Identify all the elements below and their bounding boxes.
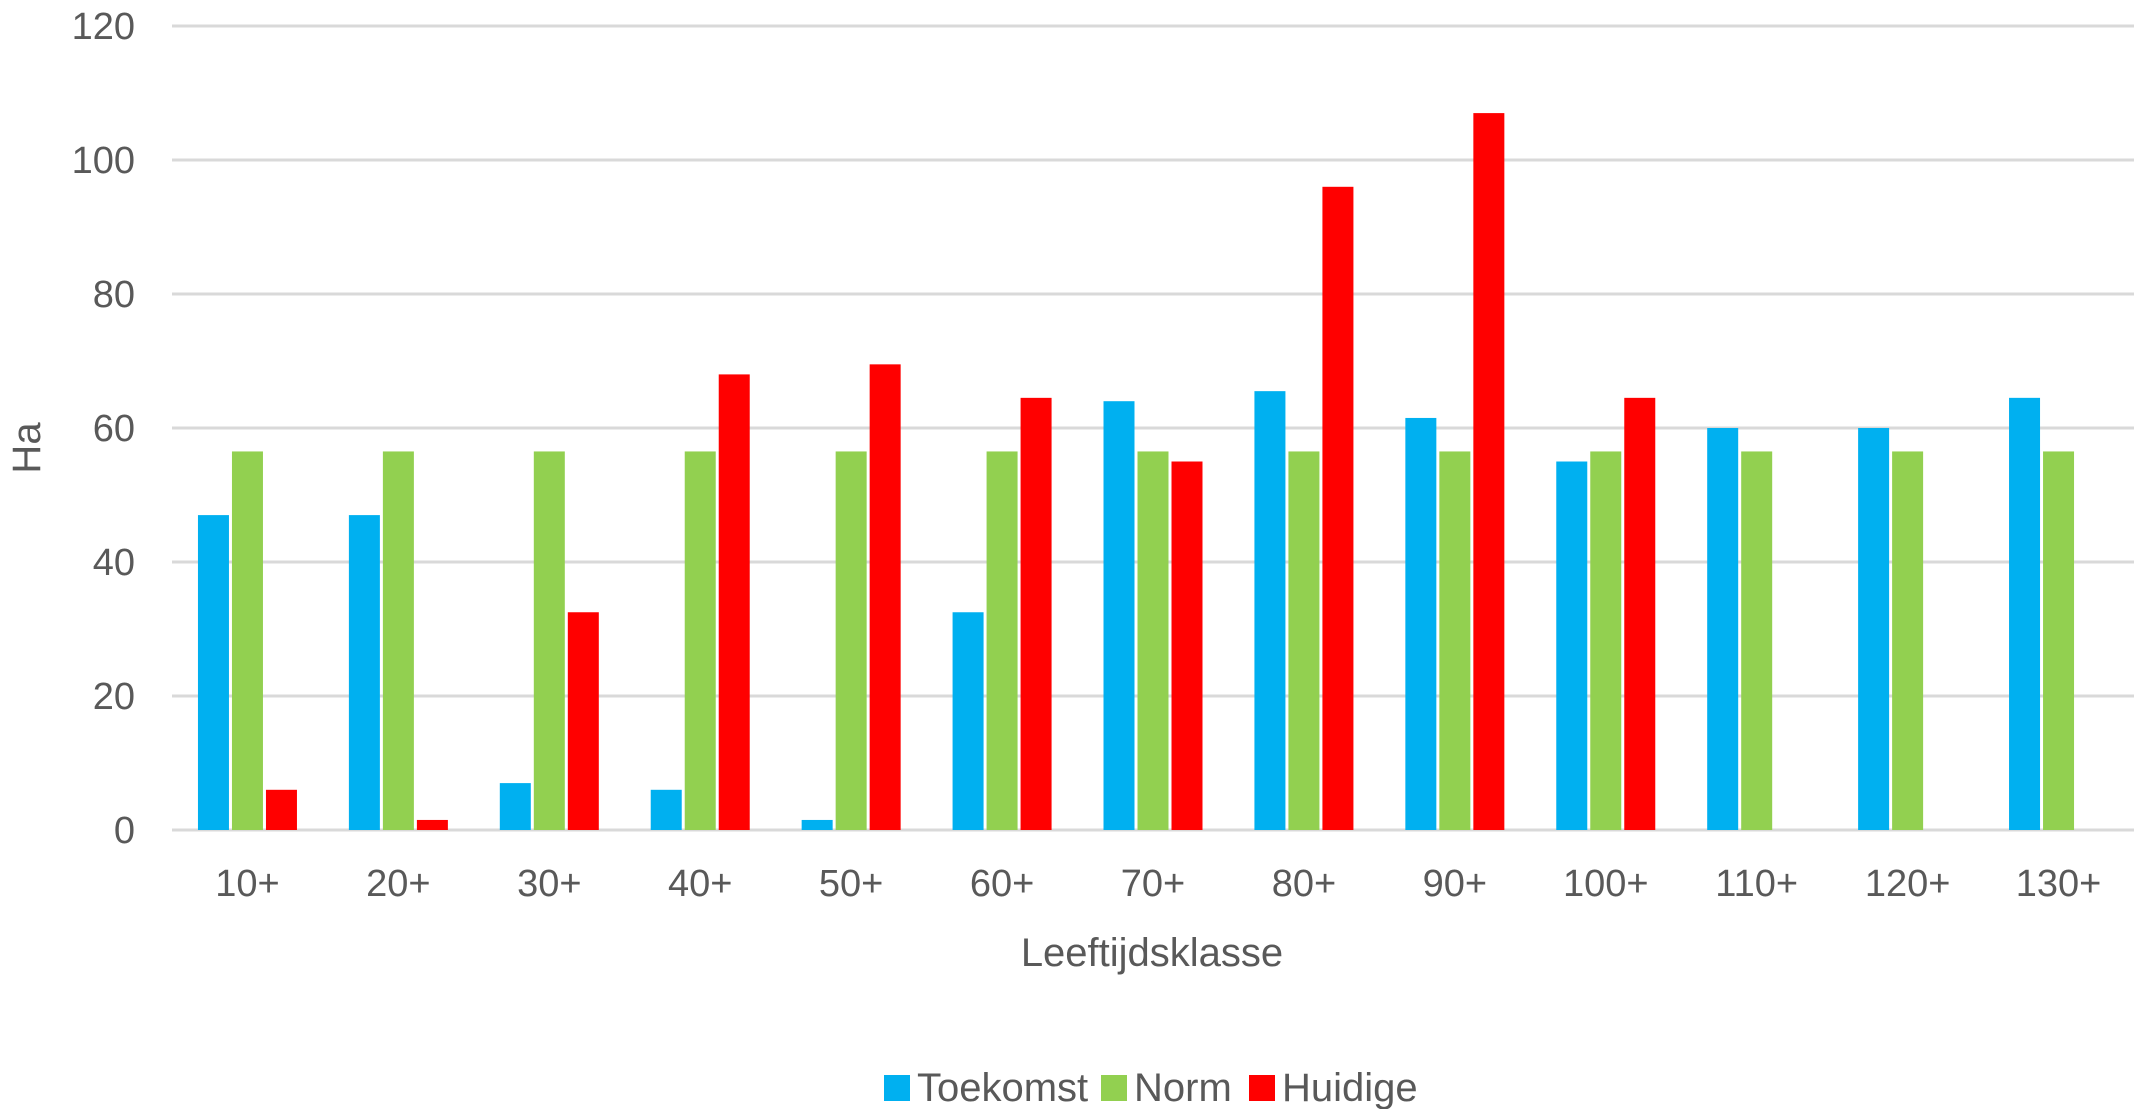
bar-huidige-50plus [869,364,901,830]
legend[interactable]: Toekomst Norm Huidige [884,1066,1418,1110]
bar-norm-20plus [382,451,414,830]
bar-huidige-30plus [567,612,599,830]
y-axis-title: Ha [5,422,49,474]
bar-norm-90plus [1439,451,1471,830]
bar-norm-50plus [835,451,867,830]
bar-toekomst-30plus [499,783,531,830]
x-tick-label: 10+ [215,863,279,905]
x-tick-label: 50+ [819,863,883,905]
y-tick-label: 0 [114,810,135,852]
legend-swatch [1249,1075,1275,1101]
bar-huidige-90plus [1473,113,1505,831]
bar-norm-130plus [2043,451,2075,830]
x-tick-label: 30+ [517,863,581,905]
legend-item-norm[interactable]: Norm [1101,1066,1232,1110]
x-tick-label: 40+ [668,863,732,905]
bar-norm-40plus [684,451,716,830]
x-axis-title: Leeftijdsklasse [1021,931,1283,975]
bar-huidige-20plus [416,819,448,830]
legend-item-huidige[interactable]: Huidige [1249,1066,1418,1110]
y-tick-label: 60 [93,408,135,450]
bar-toekomst-90plus [1405,417,1437,830]
bar-huidige-60plus [1020,397,1052,830]
bar-norm-70plus [1137,451,1169,830]
bar-norm-60plus [986,451,1018,830]
legend-label: Toekomst [917,1066,1088,1109]
legend-swatch [884,1075,910,1101]
y-tick-label: 120 [72,6,135,48]
bar-toekomst-80plus [1254,391,1286,830]
x-tick-label: 120+ [1865,863,1951,905]
bar-norm-30plus [533,451,565,830]
legend-item-toekomst[interactable]: Toekomst [884,1066,1088,1110]
x-tick-label: 130+ [2016,863,2102,905]
bar-toekomst-60plus [952,612,984,830]
bar-norm-80plus [1288,451,1320,830]
bar-toekomst-10plus [197,515,229,830]
bar-toekomst-120plus [1858,428,1890,830]
legend-label: Huidige [1282,1066,1418,1109]
bar-toekomst-110plus [1707,428,1739,830]
x-tick-label: 20+ [366,863,430,905]
bar-norm-100plus [1590,451,1622,830]
bar-toekomst-40plus [650,789,682,830]
bar-huidige-100plus [1624,397,1656,830]
bar-huidige-40plus [718,374,750,830]
bar-toekomst-20plus [348,515,380,830]
y-tick-label: 100 [72,140,135,182]
bar-norm-110plus [1741,451,1773,830]
x-tick-label: 80+ [1272,863,1336,905]
bar-norm-120plus [1892,451,1924,830]
y-tick-label: 40 [93,542,135,584]
x-tick-label: 110+ [1715,863,1798,905]
x-axis-ticks: 10+ 20+ 30+ 40+ 50+ 60+ 70+ 80+ 90+ 100+ 110+ 120+ 1… [215,863,2101,905]
bar-huidige-80plus [1322,186,1354,831]
bar-huidige-70plus [1171,461,1203,830]
y-axis-ticks: 0 20 40 60 80 100 120 [72,6,135,852]
x-tick-label: 90+ [1423,863,1487,905]
bar-toekomst-100plus [1556,461,1588,830]
bar-toekomst-50plus [801,819,833,830]
bars [197,113,2075,831]
bar-toekomst-70plus [1103,401,1135,830]
x-tick-label: 60+ [970,863,1034,905]
legend-label: Norm [1134,1066,1232,1109]
x-tick-label: 70+ [1121,863,1185,905]
x-tick-label: 100+ [1563,863,1649,905]
bar-toekomst-130plus [2009,397,2041,830]
y-tick-label: 80 [93,274,135,316]
legend-swatch [1101,1075,1127,1101]
bar-norm-10plus [231,451,263,830]
y-tick-label: 20 [93,676,135,718]
bar-huidige-10plus [265,789,297,830]
